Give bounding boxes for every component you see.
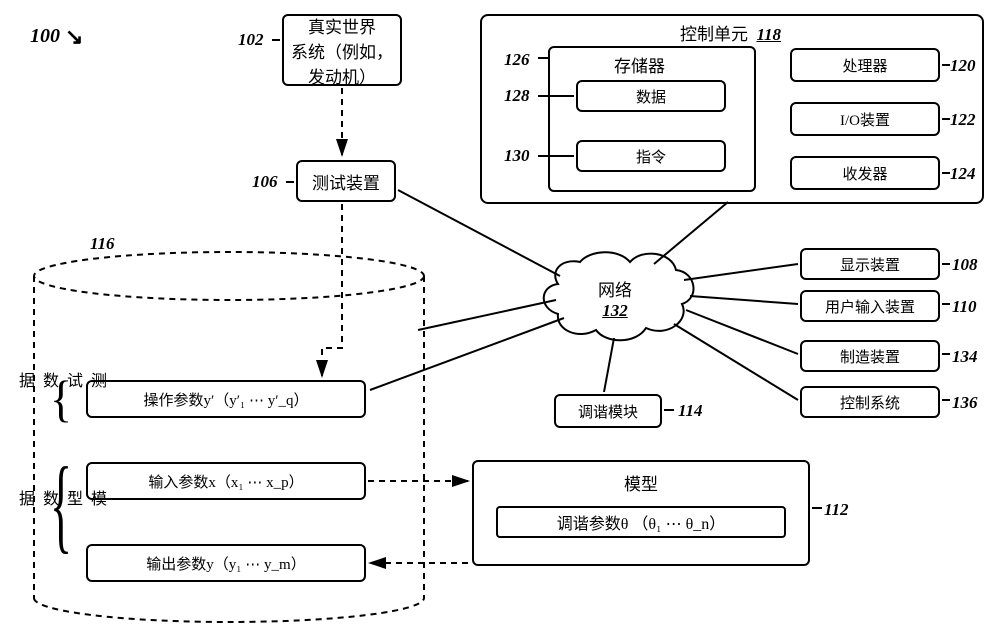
io-device-box: I/O装置: [790, 102, 940, 136]
ref-136: 136: [952, 393, 978, 413]
db-row-op-params: 操作参数y′（y′₁ ⋯ y′_q）: [86, 380, 366, 418]
ref-106: 106: [252, 172, 278, 192]
memory-title: 存储器: [614, 52, 665, 77]
ref-102: 102: [238, 30, 264, 50]
ref-128: 128: [504, 86, 530, 106]
control-unit-title: 控制单元 118: [680, 20, 781, 45]
figure-number: 100 ↘: [30, 22, 83, 48]
ref-122: 122: [950, 110, 976, 130]
ref-112: 112: [824, 500, 849, 520]
ref-120: 120: [950, 56, 976, 76]
processor-box: 处理器: [790, 48, 940, 82]
display-device-box: 显示装置: [800, 248, 940, 280]
brace-test-data: {: [50, 369, 72, 427]
transceiver-box: 收发器: [790, 156, 940, 190]
real-world-system-box: 真实世界 系统（例如， 发动机）: [282, 14, 402, 86]
ref-126: 126: [504, 50, 530, 70]
ref-114: 114: [678, 401, 703, 421]
db-row-output-params: 输出参数y（y₁ ⋯ y_m）: [86, 544, 366, 582]
ref-130: 130: [504, 146, 530, 166]
tuning-module-box: 调谐模块: [554, 394, 662, 428]
model-title: 模型: [624, 470, 658, 495]
brace-model-data: {: [50, 444, 72, 566]
data-box: 数据: [576, 80, 726, 112]
control-system-box: 控制系统: [800, 386, 940, 418]
network-label: 网络 132: [598, 276, 632, 321]
ref-108: 108: [952, 255, 978, 275]
ref-124: 124: [950, 164, 976, 184]
ref-116: 116: [90, 234, 115, 254]
tuning-params-box: 调谐参数θ （θ₁ ⋯ θ_n）: [496, 506, 786, 538]
ref-110: 110: [952, 297, 977, 317]
manufacturing-device-box: 制造装置: [800, 340, 940, 372]
db-row-input-params: 输入参数x（x₁ ⋯ x_p）: [86, 462, 366, 500]
ref-134: 134: [952, 347, 978, 367]
instructions-box: 指令: [576, 140, 726, 172]
model-box: 模型 调谐参数θ （θ₁ ⋯ θ_n）: [472, 460, 810, 566]
user-input-device-box: 用户输入装置: [800, 290, 940, 322]
test-device-box: 测试装置: [296, 160, 396, 202]
